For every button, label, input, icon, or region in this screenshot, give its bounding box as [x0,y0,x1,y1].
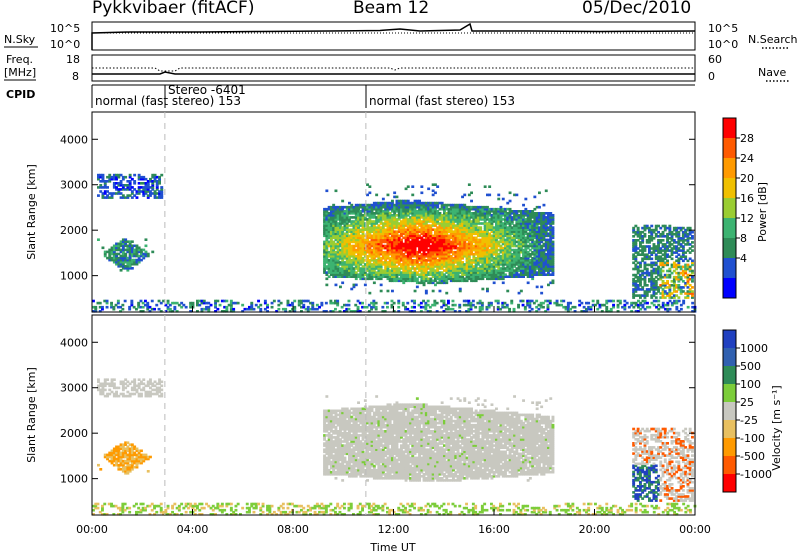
nsky-right-tick-top: 10^5 [708,22,738,35]
power-colorbar-swatch [723,218,736,239]
nsky-label: N.Sky [4,33,36,46]
cpid-segment-2: Stereo -6401 [168,83,246,97]
velocity-colorbar-tick-label: 100 [740,378,761,391]
date-title: 05/Dec/2010 [582,0,692,18]
station-title: Pykkvibaer (fitACF) [92,0,255,18]
power-colorbar-tick-label: 4 [740,252,747,265]
power-blob-early-far [97,173,164,199]
velocity-colorbar-tick-label: 25 [740,396,754,409]
velocity-colorbar-tick-label: -1000 [740,468,772,481]
y-tick-label: 2000 [60,224,88,237]
power-colorbar-tick-label: 28 [740,132,754,145]
velocity-colorbar-tick-label: 500 [740,360,761,373]
power-ylabel: Slant Range [km] [25,164,38,260]
velocity-colorbar-tick-label: -100 [740,432,765,445]
x-tick-label: 16:00 [478,523,510,536]
velocity-colorbar-swatch [723,402,736,421]
power-colorbar-swatch [723,258,736,279]
power-blob-early-near [97,238,155,272]
nsky-trace [91,22,696,50]
power-colorbar-frame [722,117,737,299]
x-tick-label: 08:00 [277,523,309,536]
velocity-colorbar-swatch [723,330,736,349]
freq-label: Freq. [6,53,33,66]
nsearch-label: N.Search [748,33,798,46]
nsky-frame [91,21,696,51]
power-colorbar-tick-label: 12 [740,212,754,225]
power-colorbar-swatch [723,138,736,159]
nsky-left-tick-top: 10^5 [50,22,80,35]
y-tick-label: 2000 [60,427,88,440]
velocity-blob-late [632,427,694,502]
power-colorbar-swatch [723,178,736,199]
velocity-colorbar-swatch [723,456,736,475]
power-colorbar-tick-label: 8 [740,232,747,245]
cpid-label: CPID [6,88,35,101]
power-colorbar-label: Power [dB] [756,182,769,242]
velocity-blob-early-near [97,441,152,475]
x-tick-label: 04:00 [177,523,209,536]
velocity-colorbar-tick-label: -500 [740,450,765,463]
velocity-colorbar-swatch [723,474,736,493]
y-tick-label: 3000 [60,179,88,192]
y-tick-label: 1000 [60,473,88,486]
power-near-range-band [92,299,697,313]
velocity-colorbar-swatch [723,384,736,403]
power-colorbar-swatch [723,198,736,219]
x-tick-label: 00:00 [76,523,108,536]
x-tick-label: 12:00 [378,523,410,536]
x-tick-label: 00:00 [679,523,711,536]
power-colorbar-swatch [723,278,736,299]
velocity-blob-main [323,395,555,482]
nsky-right-tick-bottom: 10^0 [708,38,738,51]
velocity-colorbar-label: Velocity [m s⁻¹] [770,385,783,470]
power-colorbar-swatch [723,238,736,259]
velocity-near-range-band [92,502,697,516]
x-axis-title: Time UT [369,541,415,554]
nave-dotted-trace [92,67,695,72]
y-tick-label: 3000 [60,382,88,395]
beam-title: Beam 12 [353,0,430,18]
cpid-segment-3: normal (fast stereo) 153 [369,94,515,108]
velocity-colorbar-swatch [723,366,736,385]
power-colorbar-tick-label: 16 [740,192,754,205]
velocity-colorbar-swatch [723,348,736,367]
velocity-colorbar-frame [722,329,737,493]
y-tick-label: 4000 [60,133,88,146]
power-colorbar-tick-label: 20 [740,172,754,185]
velocity-colorbar-tick-label: 1000 [740,342,768,355]
nsky-left-tick-bottom: 10^0 [50,38,80,51]
velocity-colorbar-swatch [723,420,736,439]
power-colorbar-swatch [723,118,736,139]
velocity-colorbar-swatch [723,438,736,457]
freq-right-tick-bottom: 0 [708,70,715,83]
freq-trace [92,71,695,75]
y-tick-label: 1000 [60,270,88,283]
freq-left-tick-bottom: 8 [72,70,79,83]
power-colorbar-tick-label: 24 [740,152,754,165]
velocity-colorbar-tick-label: -25 [740,414,758,427]
power-blob-main [323,183,555,295]
velocity-ylabel: Slant Range [km] [25,367,38,463]
nave-label: Nave [758,66,786,79]
cpid-segment-1: normal (fast stereo) 153 [95,94,241,108]
freq-right-tick-top: 60 [708,53,722,66]
freq-left-tick-top: 18 [66,53,80,66]
velocity-blob-early-far [97,378,164,398]
freq-unit: [MHz] [4,66,36,79]
x-tick-label: 20:00 [579,523,611,536]
power-blob-late [632,224,694,299]
y-tick-label: 4000 [60,336,88,349]
power-colorbar-swatch [723,158,736,179]
